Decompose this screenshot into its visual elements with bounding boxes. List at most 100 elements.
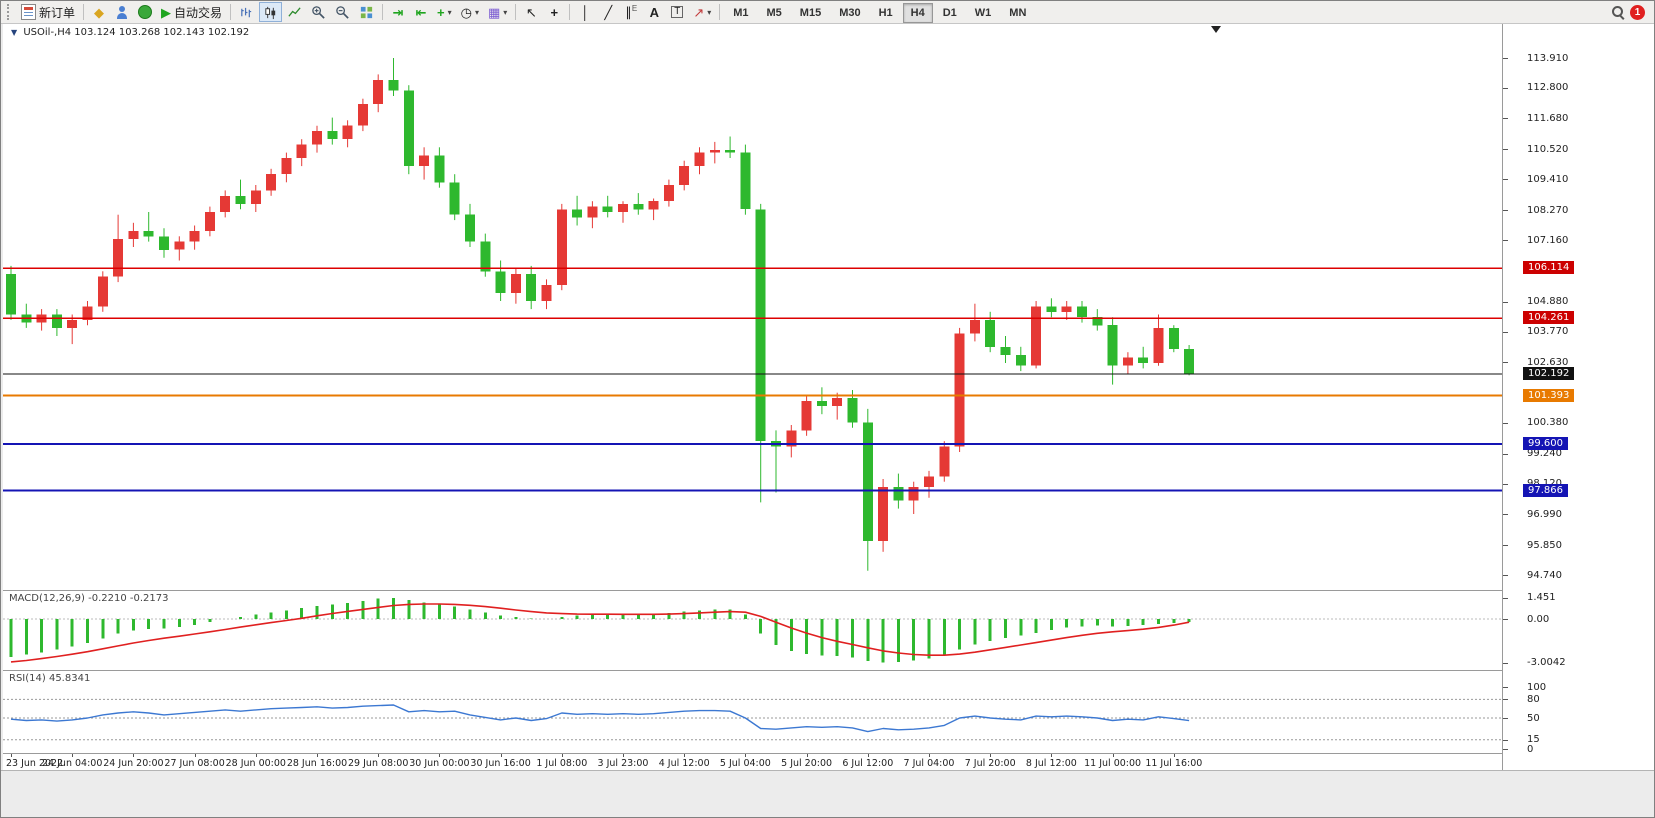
candle <box>1061 301 1072 320</box>
timeframe-w1[interactable]: W1 <box>974 7 992 19</box>
candle <box>572 195 583 226</box>
candlestick-chart-icon[interactable] <box>259 2 283 22</box>
candle <box>67 314 78 345</box>
price-chart-svg[interactable] <box>3 41 1502 589</box>
timeframe-m1[interactable]: M1 <box>733 7 749 19</box>
axis-tick <box>1503 58 1508 59</box>
time-tick <box>1112 754 1114 757</box>
chevron-down-icon: ▾ <box>707 7 712 17</box>
crosshair-icon[interactable]: + <box>543 2 565 22</box>
zoom-in-icon[interactable] <box>307 2 330 22</box>
time-label: 30 Jun 00:00 <box>409 758 470 769</box>
candle <box>924 470 934 498</box>
search-icon[interactable] <box>1607 2 1629 22</box>
macd-signal-line <box>10 603 1190 663</box>
diamond-icon[interactable]: ◆ <box>88 2 110 22</box>
vertical-line-icon[interactable]: │ <box>574 2 596 22</box>
candle <box>174 236 185 261</box>
time-tick <box>439 754 441 757</box>
time-label: 6 Jul 12:00 <box>842 758 894 769</box>
chart-shift-marker-icon[interactable] <box>1211 26 1221 33</box>
candle <box>908 481 919 514</box>
time-tick <box>133 754 135 757</box>
price-label: 112.800 <box>1527 82 1569 94</box>
time-label: 28 Jun 00:00 <box>225 758 286 769</box>
axis-tick <box>1503 362 1508 364</box>
rsi-panel-svg[interactable] <box>3 672 1502 752</box>
time-label: 24 Jun 04:00 <box>42 758 103 769</box>
time-tick <box>1173 754 1175 757</box>
toolbar-grip[interactable] <box>7 4 13 20</box>
new-order-button[interactable]: 新订单 <box>17 2 79 22</box>
timeframe-m5[interactable]: M5 <box>766 7 782 19</box>
time-tick <box>1051 754 1053 757</box>
tile-windows-icon[interactable] <box>355 2 378 22</box>
panel-separator[interactable] <box>3 670 1502 671</box>
auto-scroll-icon[interactable]: ⇥ <box>387 2 409 22</box>
timeframe-m15[interactable]: M15 <box>799 7 822 19</box>
account-icon[interactable] <box>111 2 133 22</box>
text-label-icon[interactable]: T <box>666 2 688 22</box>
time-tick <box>194 754 196 757</box>
zoom-out-icon[interactable] <box>331 2 354 22</box>
template-icon[interactable]: ▦ ▾ <box>484 2 511 22</box>
candle <box>189 225 200 250</box>
chevron-down-icon: ▾ <box>474 7 479 17</box>
timeframe-d1[interactable]: D1 <box>942 7 957 19</box>
candle <box>312 125 322 153</box>
rsi-scale-label: 100 <box>1527 681 1547 693</box>
globe-icon[interactable] <box>134 2 156 22</box>
auto-trading-button[interactable]: ▶ 自动交易 <box>157 2 226 22</box>
price-label: 104.880 <box>1527 296 1569 307</box>
candle <box>373 74 384 113</box>
time-tick <box>806 754 808 757</box>
axis-tick <box>1503 597 1508 599</box>
equidistant-channel-icon[interactable]: ∥E <box>620 2 642 22</box>
price-label: 108.270 <box>1527 204 1569 216</box>
chart-shift-icon[interactable]: ⇤ <box>410 2 432 22</box>
macd-scale-label: 0.00 <box>1527 613 1550 625</box>
macd-scale-label: -3.0042 <box>1527 657 1566 669</box>
trendline-icon[interactable]: ╱ <box>597 2 619 22</box>
cursor-icon[interactable]: ↖ <box>520 2 542 22</box>
arrows-icon[interactable]: ↗ ▾ <box>689 2 715 22</box>
price-label: 94.740 <box>1527 569 1562 581</box>
price-tag: 99.600 <box>1523 436 1568 450</box>
axis-tick <box>1503 453 1508 455</box>
bar-chart-icon[interactable] <box>235 2 258 22</box>
candle <box>954 327 965 452</box>
timeframe-h1[interactable]: H1 <box>878 7 893 19</box>
timeframe-m30[interactable]: M30 <box>839 7 861 19</box>
rsi-scale-label: 0 <box>1527 743 1534 755</box>
candle <box>480 233 491 277</box>
macd-panel-svg[interactable] <box>3 592 1502 670</box>
candle <box>449 174 460 221</box>
panel-separator[interactable] <box>3 590 1502 591</box>
timeframe-h4[interactable]: H4 <box>902 3 933 23</box>
candle <box>419 147 430 180</box>
candle <box>1122 352 1133 374</box>
candle <box>403 85 414 175</box>
price-tag: 101.393 <box>1523 388 1575 402</box>
candle <box>510 268 521 304</box>
notification-badge[interactable]: 1 <box>1630 4 1645 20</box>
text-icon[interactable]: A <box>643 2 665 22</box>
chart-dropdown-icon[interactable]: ▼ <box>11 28 18 37</box>
period-icon[interactable]: ◷ ▾ <box>457 2 483 22</box>
time-label: 28 Jun 16:00 <box>286 758 348 769</box>
main-toolbar: 新订单 ◆ ▶ 自动交易 ⇥ ⇤ + ▾ ◷ ▾ <box>1 1 1654 24</box>
candle <box>51 309 62 336</box>
candle <box>1168 325 1179 353</box>
candle <box>694 147 705 175</box>
line-chart-icon[interactable] <box>283 2 306 22</box>
axis-tick <box>1503 422 1508 424</box>
candle <box>1015 346 1026 372</box>
time-tick <box>684 754 686 757</box>
candle <box>602 195 613 218</box>
time-label: 30 Jun 16:00 <box>470 758 531 769</box>
chart-info-line: ▼ USOil-,H4 103.124 103.268 102.143 102.… <box>11 27 249 38</box>
new-chart-icon[interactable]: + ▾ <box>433 2 456 22</box>
timeframe-mn[interactable]: MN <box>1009 7 1027 19</box>
candle <box>266 168 277 196</box>
